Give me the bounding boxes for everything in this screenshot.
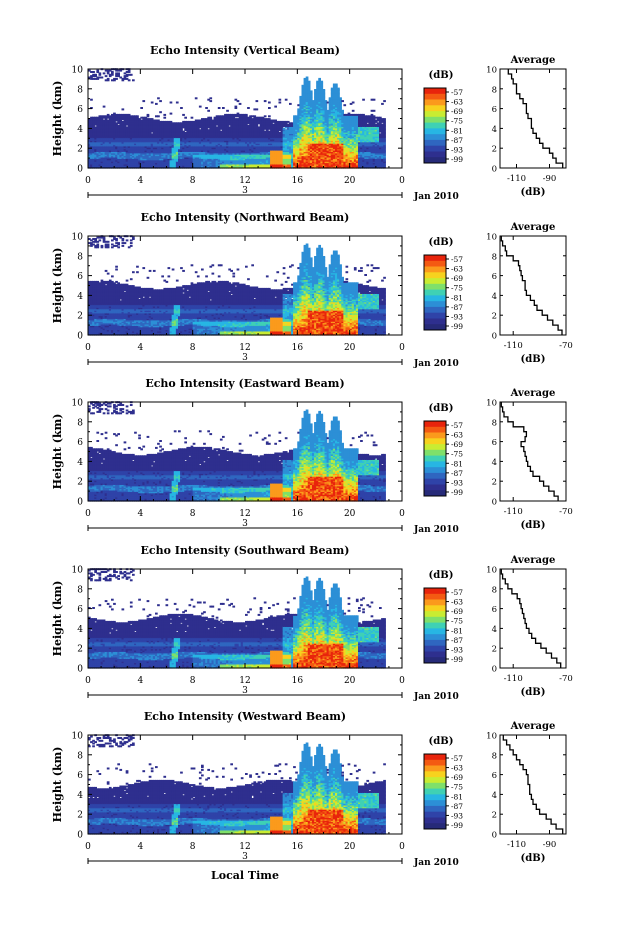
echo-cell bbox=[130, 74, 133, 76]
echo-cell bbox=[96, 70, 99, 72]
echo-cell bbox=[163, 114, 166, 116]
echo-cell bbox=[159, 100, 162, 102]
echo-cell bbox=[157, 97, 160, 99]
echo-intensity-figure: Echo Intensity (Vertical Beam)0246810Hei… bbox=[0, 0, 620, 929]
echo-cell bbox=[163, 117, 166, 119]
echo-cell bbox=[101, 77, 104, 79]
echo-cell bbox=[105, 75, 108, 77]
echo-cell bbox=[117, 72, 120, 74]
echo-cell bbox=[115, 78, 118, 80]
echo-cell bbox=[103, 106, 106, 108]
echo-cell bbox=[159, 111, 162, 113]
figure-root: Echo Intensity (Vertical Beam) 0 2 4 6 8 10 Hei… bbox=[0, 0, 620, 929]
chart-title: Echo Intensity (Vertical Beam) bbox=[150, 44, 340, 57]
echo-cell bbox=[99, 72, 102, 74]
echo-cell bbox=[94, 74, 97, 76]
echo-cell bbox=[142, 100, 145, 102]
echo-cell bbox=[157, 115, 160, 117]
echo-cell bbox=[90, 99, 93, 101]
echo-cell bbox=[128, 79, 131, 81]
echo-cell bbox=[151, 102, 154, 104]
echo-cell bbox=[132, 79, 135, 81]
echo-cell bbox=[155, 103, 158, 105]
chart-panel-1: Echo Intensity (Vertical Beam)0246810Hei… bbox=[51, 44, 566, 202]
echo-cell bbox=[103, 72, 106, 74]
echo-cell bbox=[92, 71, 95, 73]
echo-cell bbox=[147, 114, 150, 116]
echo-cell bbox=[136, 115, 139, 117]
echo-cell bbox=[122, 108, 125, 110]
heatmap-cells bbox=[88, 68, 386, 168]
echo-cell bbox=[111, 71, 114, 73]
echo-cell bbox=[107, 78, 110, 80]
echo-cell bbox=[140, 107, 143, 109]
